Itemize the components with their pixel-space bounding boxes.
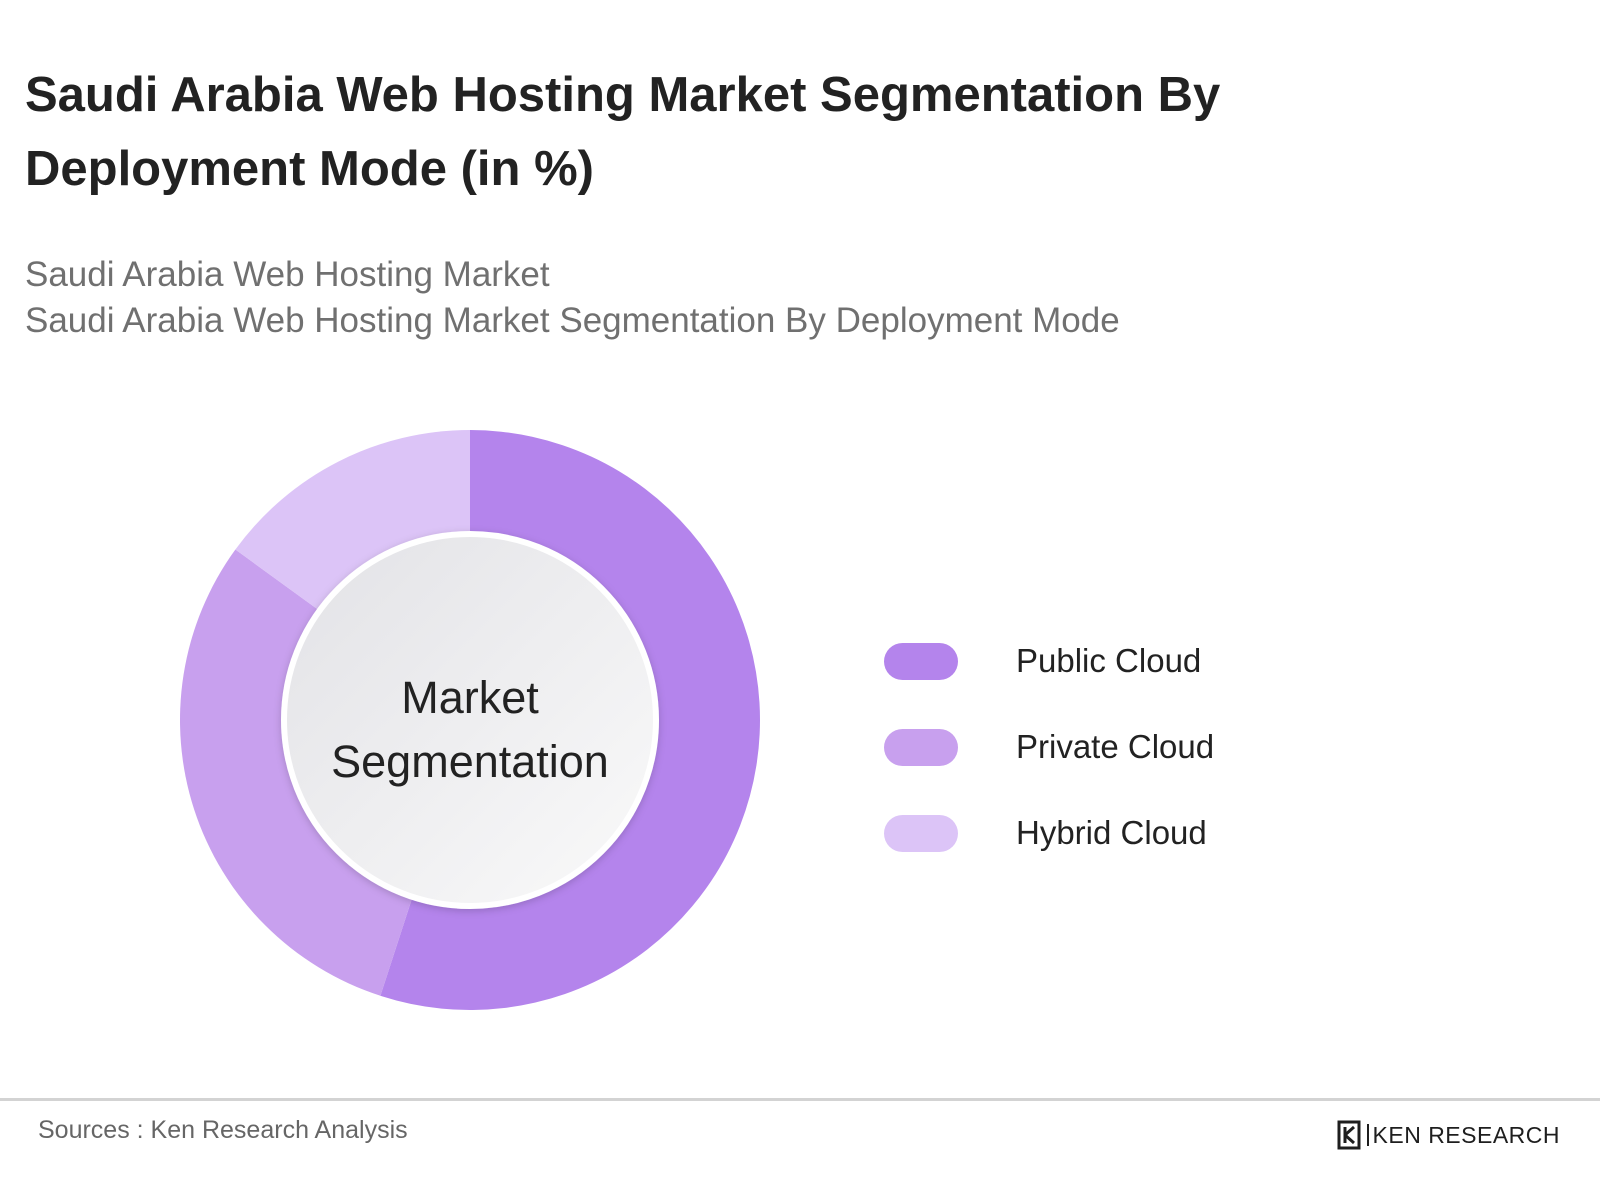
ken-research-logo-icon bbox=[1337, 1120, 1361, 1150]
center-label-line: Segmentation bbox=[331, 736, 609, 787]
legend-label: Public Cloud bbox=[1016, 642, 1202, 679]
subtitle-block: Saudi Arabia Web Hosting Market Saudi Ar… bbox=[25, 252, 1475, 344]
legend-swatch bbox=[884, 814, 958, 852]
donut-chart bbox=[179, 430, 761, 1011]
subtitle-line: Saudi Arabia Web Hosting Market bbox=[25, 255, 550, 294]
legend: Public Cloud Private Cloud Hybrid Cloud bbox=[884, 618, 1214, 876]
subtitle-line: Saudi Arabia Web Hosting Market Segmenta… bbox=[25, 301, 1120, 340]
legend-label: Hybrid Cloud bbox=[1016, 814, 1207, 851]
donut-center-label: Market Segmentation bbox=[280, 540, 660, 920]
legend-swatch bbox=[884, 642, 958, 680]
legend-swatch bbox=[884, 728, 958, 766]
legend-item-hybrid-cloud: Hybrid Cloud bbox=[884, 790, 1214, 876]
source-note: Sources : Ken Research Analysis bbox=[38, 1116, 408, 1144]
footer-divider bbox=[0, 1098, 1600, 1101]
legend-item-private-cloud: Private Cloud bbox=[884, 704, 1214, 790]
legend-label: Private Cloud bbox=[1016, 728, 1215, 765]
center-label-line: Market bbox=[401, 672, 539, 723]
chart-title: Saudi Arabia Web Hosting Market Segmenta… bbox=[25, 68, 1221, 196]
donut-center bbox=[281, 531, 659, 909]
brand-name: KEN RESEARCH bbox=[1366, 1124, 1560, 1147]
brand-logo: KEN RESEARCH bbox=[1337, 1120, 1560, 1150]
legend-item-public-cloud: Public Cloud bbox=[884, 618, 1214, 704]
